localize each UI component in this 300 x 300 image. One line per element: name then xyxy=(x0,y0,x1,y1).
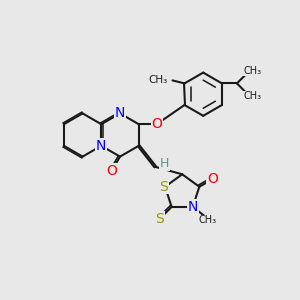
Text: S: S xyxy=(156,212,164,226)
Text: H: H xyxy=(160,157,169,170)
Text: O: O xyxy=(106,164,117,178)
Text: O: O xyxy=(207,172,218,186)
Text: CH₃: CH₃ xyxy=(199,215,217,225)
Text: CH₃: CH₃ xyxy=(243,66,262,76)
Text: CH₃: CH₃ xyxy=(243,91,262,101)
Text: N: N xyxy=(115,106,125,120)
Text: N: N xyxy=(96,139,106,153)
Text: O: O xyxy=(151,117,162,131)
Text: CH₃: CH₃ xyxy=(149,75,168,85)
Text: S: S xyxy=(159,180,168,194)
Text: N: N xyxy=(188,200,198,214)
